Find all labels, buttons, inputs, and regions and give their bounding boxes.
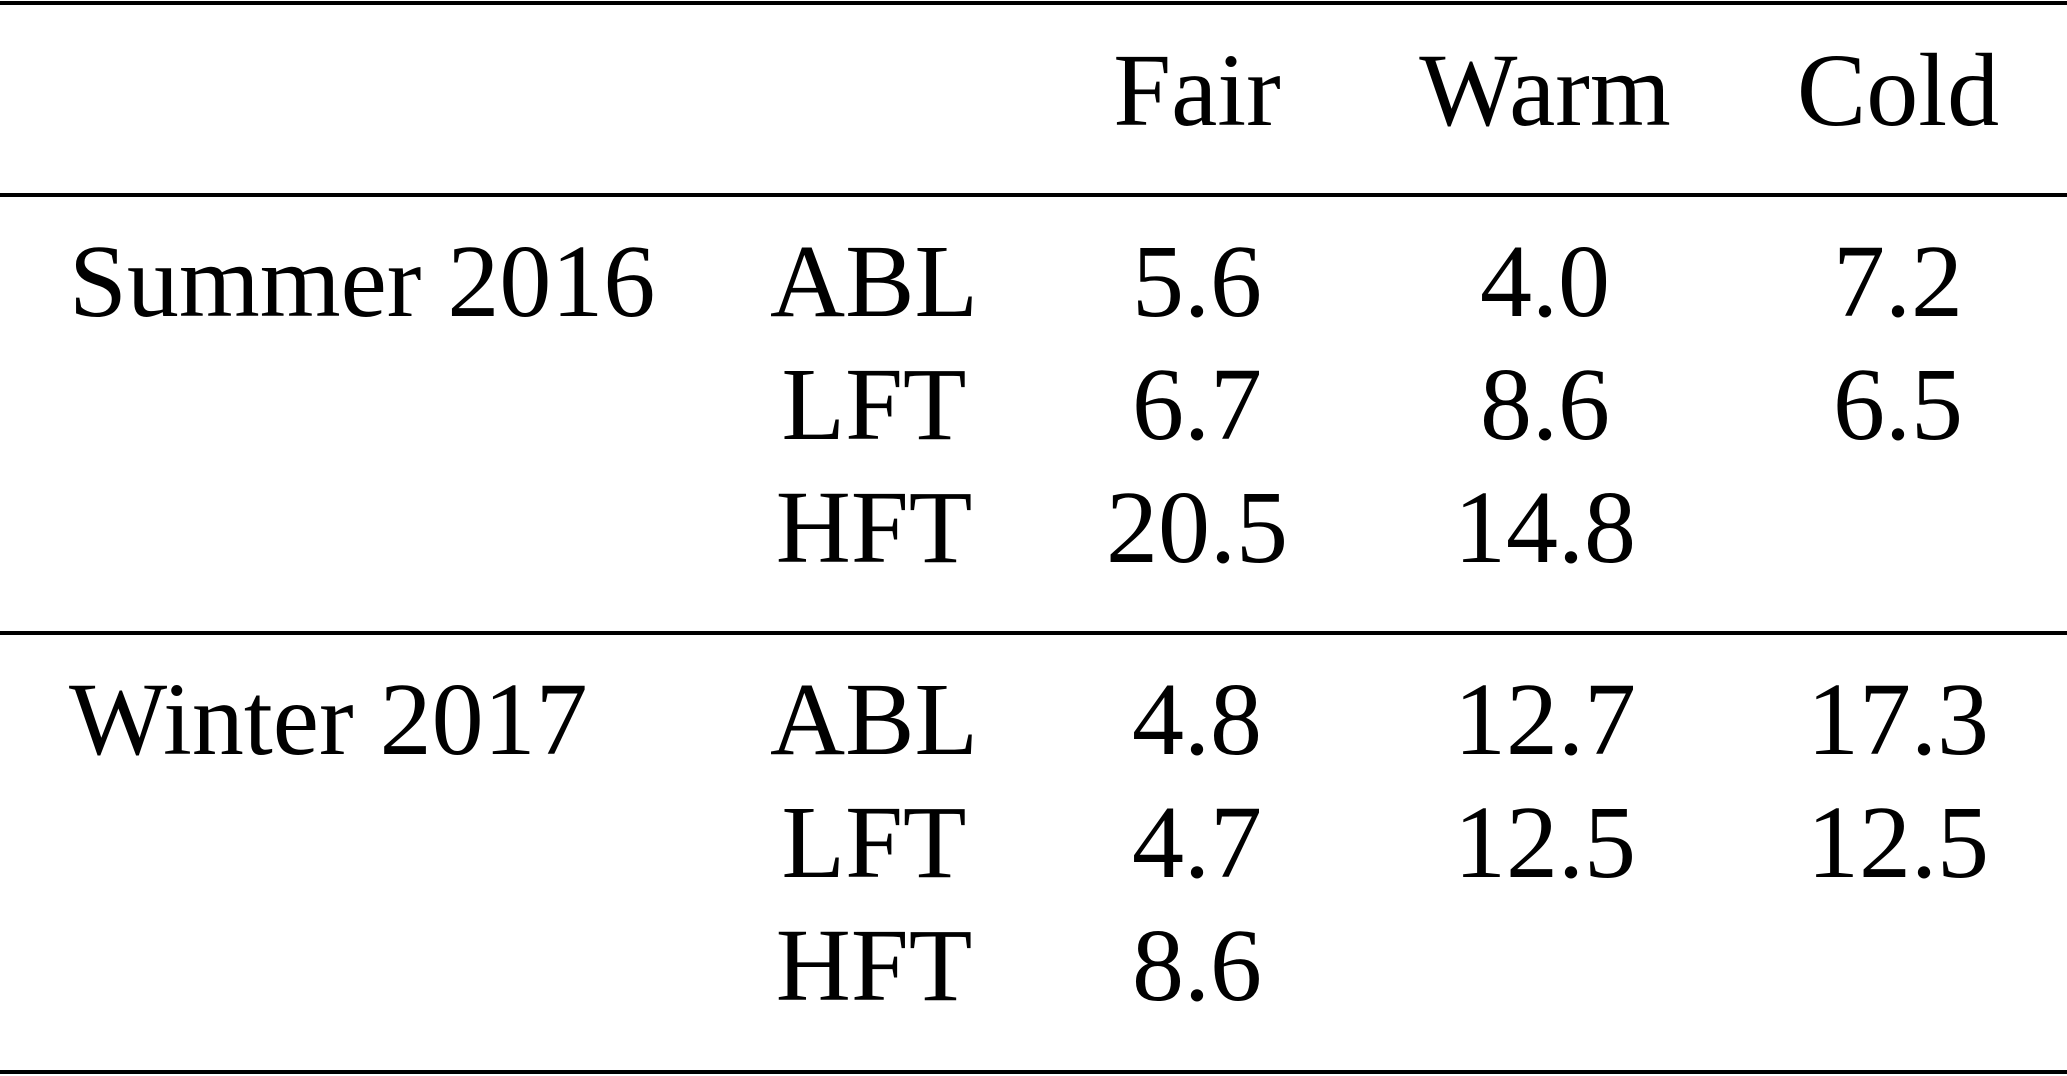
cell: 14.8 xyxy=(1454,470,1636,585)
cell: 17.3 xyxy=(1807,662,1989,777)
group-label: Winter 2017 xyxy=(69,662,588,777)
cell: 5.6 xyxy=(1132,224,1262,339)
row-label: LFT xyxy=(782,785,967,900)
cell: 8.6 xyxy=(1132,908,1262,1023)
cell: 12.5 xyxy=(1454,785,1636,900)
row-label: LFT xyxy=(782,347,967,462)
column-header: Warm xyxy=(1419,33,1671,148)
cell: 7.2 xyxy=(1833,224,1963,339)
row-label: HFT xyxy=(776,470,972,585)
cell: 12.7 xyxy=(1454,662,1636,777)
row-label: HFT xyxy=(776,908,972,1023)
cell: 4.0 xyxy=(1480,224,1610,339)
cell: 12.5 xyxy=(1807,785,1989,900)
cell: 4.7 xyxy=(1132,785,1262,900)
cell: 20.5 xyxy=(1106,470,1288,585)
column-header: Fair xyxy=(1113,33,1281,148)
cell: 4.8 xyxy=(1132,662,1262,777)
cell: 6.5 xyxy=(1833,347,1963,462)
row-label: ABL xyxy=(770,662,978,777)
cell: 6.7 xyxy=(1132,347,1262,462)
row-label: ABL xyxy=(770,224,978,339)
cell: 8.6 xyxy=(1480,347,1610,462)
column-header: Cold xyxy=(1797,33,1999,148)
group-label: Summer 2016 xyxy=(69,224,655,339)
